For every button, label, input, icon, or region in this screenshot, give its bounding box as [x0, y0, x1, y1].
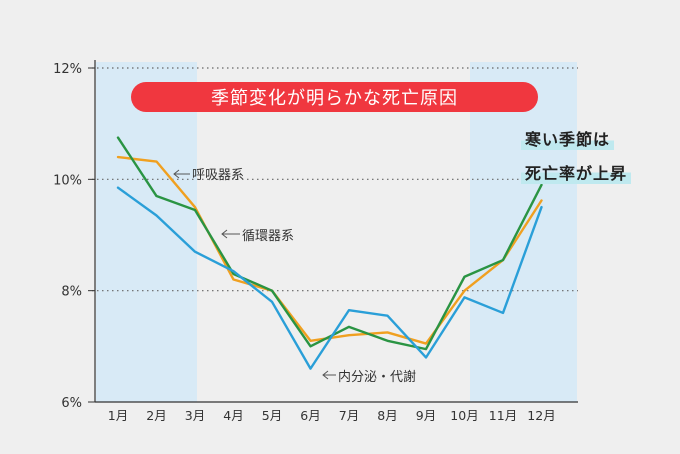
winter-note-line1: 寒い季節は [521, 126, 615, 150]
label-arrow-head [322, 370, 329, 380]
x-tick-label: 6月 [300, 408, 320, 423]
x-tick-label: 5月 [262, 408, 282, 423]
x-tick-label: 8月 [377, 408, 397, 423]
x-tick-label: 10月 [450, 408, 478, 423]
winter-band-oct-dec [470, 62, 577, 402]
series-label-3: 内分泌・代謝 [338, 369, 416, 385]
label-arrow-head [221, 229, 228, 239]
x-tick-label: 2月 [146, 408, 166, 423]
x-tick-label: 3月 [185, 408, 205, 423]
series-label-1: 呼吸器系 [192, 168, 244, 183]
y-tick-label: 6% [61, 396, 82, 411]
x-tick-label: 12月 [527, 408, 555, 423]
winter-note-line2: 死亡率が上昇 [521, 160, 632, 184]
series-line-3 [116, 186, 543, 370]
label-arrow-head [173, 169, 180, 179]
y-tick-label: 10% [53, 173, 82, 188]
winter-band-jan-mar [96, 62, 197, 402]
series-label-2: 循環器系 [242, 229, 294, 244]
y-tick-label: 12% [53, 62, 82, 77]
chart-title: 季節変化が明らかな死亡原因 [131, 82, 538, 112]
x-tick-label: 9月 [416, 408, 436, 423]
x-tick-label: 1月 [108, 408, 128, 423]
y-tick-label: 8% [61, 285, 82, 300]
x-tick-label: 4月 [223, 408, 243, 423]
x-tick-label: 11月 [489, 408, 517, 423]
series-line-2 [116, 136, 543, 351]
x-tick-label: 7月 [339, 408, 359, 423]
